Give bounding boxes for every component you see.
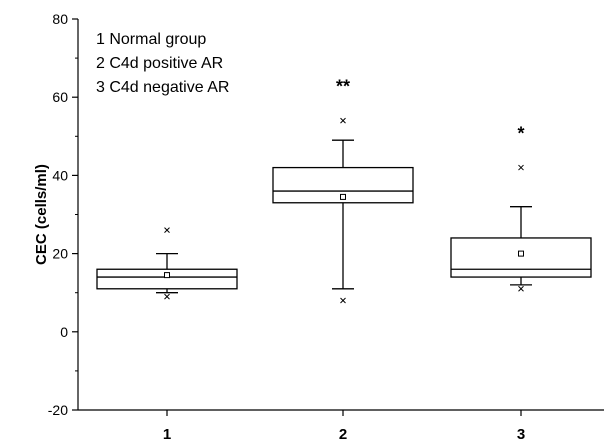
y-tick-label: 60 [52,89,68,105]
outlier-marker [164,293,170,300]
mean-marker [518,250,524,257]
y-tick-label: 40 [52,167,68,183]
outlier-marker [518,164,524,171]
outlier-stroke [164,227,170,233]
legend-entry-1: 1 Normal group [96,31,207,48]
significance-label: * [517,124,524,144]
outlier-marker [164,227,170,233]
significance-label: ** [336,77,350,97]
box-series: *** [96,77,592,304]
y-tick-label: 0 [60,324,68,340]
box-1 [96,227,238,300]
outlier-marker [518,285,524,292]
x-tick-label: 3 [517,426,525,443]
axes: -20 0 20 40 60 80 1 2 3 [48,11,604,443]
y-tick-label: -20 [48,402,68,418]
outlier-marker [340,297,346,304]
outlier-stroke [518,164,524,171]
y-tick-label: 20 [52,246,68,262]
box-iqr [96,268,238,290]
legend-entry-2: 2 C4d positive AR [96,55,224,72]
legend-entry-3: 3 C4d negative AR [96,79,230,96]
y-axis-label: CEC (cells/ml) [33,164,50,265]
outlier-stroke [518,285,524,292]
mean-marker [164,272,170,279]
box-2: ** [272,77,414,304]
outlier-stroke [340,297,346,304]
x-tick-label: 1 [163,426,171,443]
outlier-marker [340,117,346,124]
outlier-stroke [164,293,170,300]
outlier-stroke [340,117,346,124]
box-3: * [450,124,592,292]
mean-marker [340,193,346,200]
x-tick-label: 2 [339,426,347,443]
box-iqr [450,237,592,278]
y-tick-label: 80 [52,11,68,27]
